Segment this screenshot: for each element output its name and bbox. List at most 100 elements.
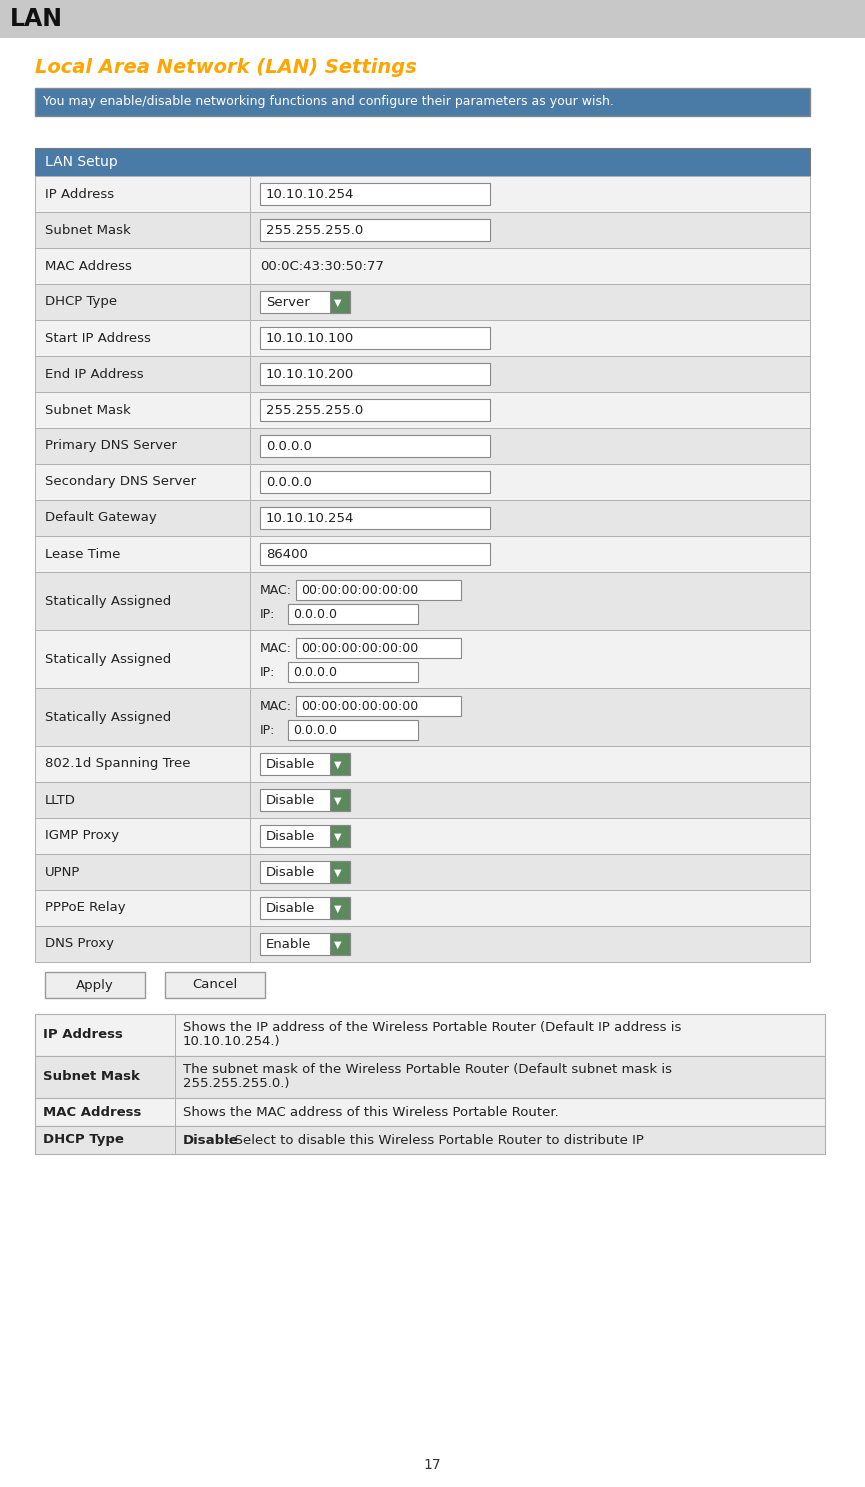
Bar: [175, 1097, 176, 1126]
Text: ▼: ▼: [334, 760, 342, 770]
Bar: [260, 363, 490, 385]
Text: MAC:: MAC:: [260, 641, 292, 654]
Bar: [330, 825, 350, 848]
Text: IP Address: IP Address: [45, 187, 114, 201]
Bar: [250, 355, 251, 393]
Bar: [260, 932, 350, 955]
Text: Start IP Address: Start IP Address: [45, 332, 151, 345]
Bar: [45, 972, 145, 998]
Bar: [250, 572, 251, 630]
Text: Subnet Mask: Subnet Mask: [45, 403, 131, 416]
Bar: [175, 1056, 176, 1097]
Text: 10.10.10.254: 10.10.10.254: [266, 512, 355, 525]
Text: Subnet Mask: Subnet Mask: [45, 223, 131, 236]
Text: Enable: Enable: [266, 937, 311, 950]
Text: UPNP: UPNP: [45, 865, 80, 879]
Text: MAC:: MAC:: [260, 583, 292, 596]
Bar: [175, 1126, 176, 1154]
Bar: [260, 291, 350, 312]
Bar: [288, 604, 418, 625]
Bar: [296, 638, 461, 659]
Text: Shows the MAC address of this Wireless Portable Router.: Shows the MAC address of this Wireless P…: [183, 1105, 559, 1118]
Bar: [250, 428, 251, 464]
Bar: [250, 782, 251, 818]
Text: 00:00:00:00:00:00: 00:00:00:00:00:00: [301, 641, 419, 654]
Text: Disable: Disable: [266, 901, 316, 915]
Text: Subnet Mask: Subnet Mask: [43, 1071, 140, 1084]
Bar: [250, 464, 251, 500]
Text: 10.10.10.200: 10.10.10.200: [266, 367, 355, 381]
Text: 255.255.255.0: 255.255.255.0: [266, 403, 363, 416]
Bar: [250, 891, 251, 926]
Text: Local Area Network (LAN) Settings: Local Area Network (LAN) Settings: [35, 58, 417, 77]
Bar: [260, 897, 350, 919]
Bar: [35, 1056, 825, 1097]
Text: Primary DNS Server: Primary DNS Server: [45, 440, 176, 452]
Bar: [35, 355, 810, 393]
Bar: [250, 213, 251, 248]
Bar: [35, 500, 810, 535]
Text: End IP Address: End IP Address: [45, 367, 144, 381]
Text: Statically Assigned: Statically Assigned: [45, 711, 171, 724]
Bar: [35, 149, 810, 175]
Bar: [35, 320, 810, 355]
Text: MAC:: MAC:: [260, 699, 292, 712]
Text: Disable: Disable: [183, 1133, 239, 1146]
Text: 255.255.255.0: 255.255.255.0: [266, 223, 363, 236]
Bar: [35, 464, 810, 500]
Text: DHCP Type: DHCP Type: [43, 1133, 124, 1146]
Text: Default Gateway: Default Gateway: [45, 512, 157, 525]
Bar: [35, 572, 810, 630]
Text: LAN Setup: LAN Setup: [45, 155, 118, 170]
Bar: [175, 1014, 176, 1056]
Text: Disable: Disable: [266, 830, 316, 843]
Bar: [330, 932, 350, 955]
Bar: [35, 175, 810, 213]
Bar: [35, 284, 810, 320]
Text: IP:: IP:: [260, 608, 275, 620]
Text: IP Address: IP Address: [43, 1029, 123, 1041]
Bar: [35, 782, 810, 818]
Bar: [35, 1097, 825, 1126]
Text: 0.0.0.0: 0.0.0.0: [293, 608, 337, 620]
Bar: [260, 471, 490, 494]
Bar: [250, 535, 251, 572]
Bar: [35, 818, 810, 854]
Text: ▼: ▼: [334, 796, 342, 806]
Bar: [35, 88, 810, 116]
Text: 0.0.0.0: 0.0.0.0: [266, 440, 312, 452]
Text: 00:00:00:00:00:00: 00:00:00:00:00:00: [301, 583, 419, 596]
Bar: [250, 818, 251, 854]
Text: 10.10.10.254: 10.10.10.254: [266, 187, 355, 201]
Text: 0.0.0.0: 0.0.0.0: [266, 476, 312, 489]
Text: MAC Address: MAC Address: [43, 1105, 141, 1118]
Text: 10.10.10.254.): 10.10.10.254.): [183, 1035, 280, 1048]
Bar: [35, 854, 810, 891]
Text: LLTD: LLTD: [45, 794, 76, 806]
Text: Secondary DNS Server: Secondary DNS Server: [45, 476, 196, 489]
Bar: [250, 284, 251, 320]
Bar: [260, 183, 490, 205]
Bar: [330, 790, 350, 810]
Text: PPPoE Relay: PPPoE Relay: [45, 901, 125, 915]
Text: Shows the IP address of the Wireless Portable Router (Default IP address is: Shows the IP address of the Wireless Por…: [183, 1022, 682, 1035]
Text: Lease Time: Lease Time: [45, 547, 120, 561]
Text: Statically Assigned: Statically Assigned: [45, 595, 171, 608]
Text: ▼: ▼: [334, 940, 342, 950]
Text: The subnet mask of the Wireless Portable Router (Default subnet mask is: The subnet mask of the Wireless Portable…: [183, 1063, 672, 1077]
Bar: [330, 861, 350, 883]
Bar: [330, 897, 350, 919]
Bar: [250, 248, 251, 284]
Bar: [35, 535, 810, 572]
Bar: [250, 926, 251, 962]
Text: Disable: Disable: [266, 865, 316, 879]
Text: ▼: ▼: [334, 297, 342, 308]
Text: IP:: IP:: [260, 666, 275, 678]
Text: Disable: Disable: [266, 757, 316, 770]
Text: Server: Server: [266, 296, 310, 308]
Bar: [260, 752, 350, 775]
Text: Disable: Disable: [266, 794, 316, 806]
Bar: [250, 320, 251, 355]
Bar: [260, 327, 490, 349]
Bar: [35, 213, 810, 248]
